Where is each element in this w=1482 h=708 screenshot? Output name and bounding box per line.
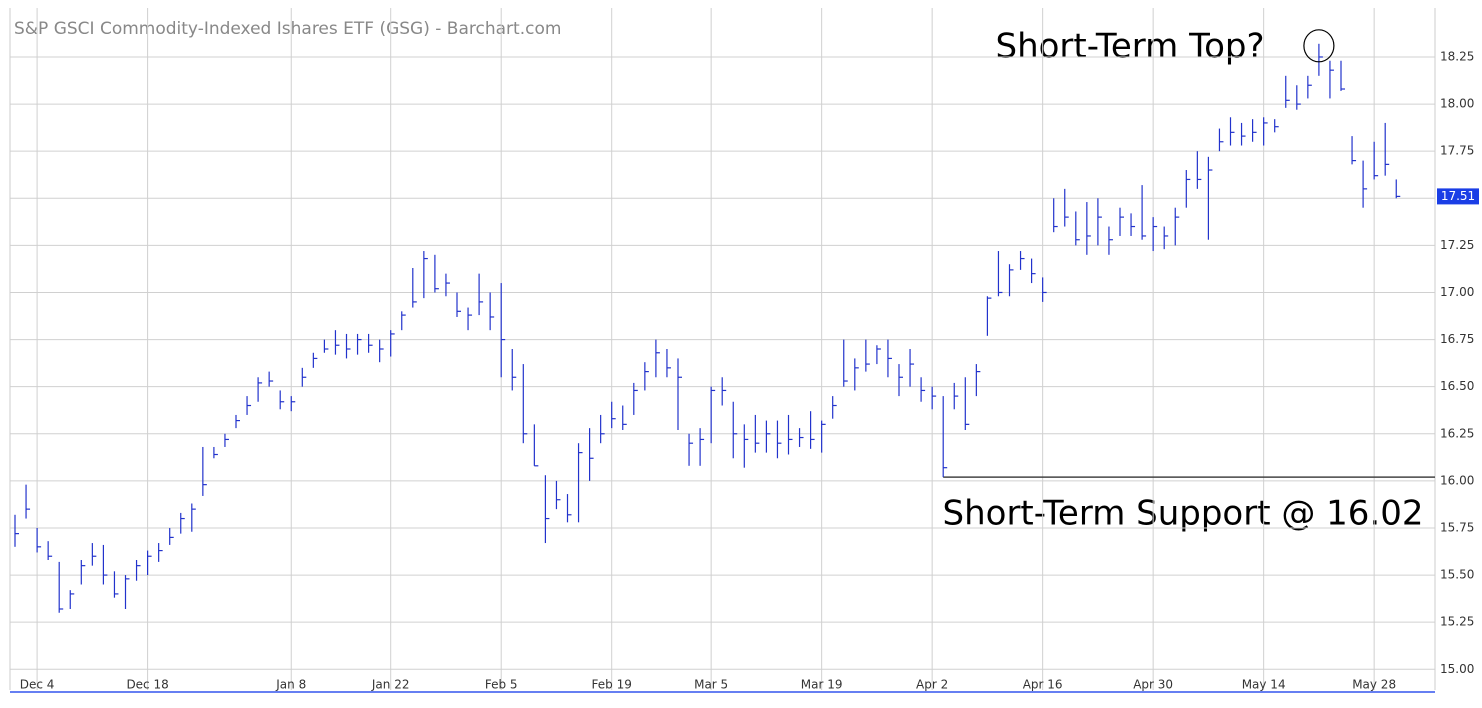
y-tick-label: 15.50 (1440, 568, 1474, 582)
x-tick-label: Dec 4 (20, 678, 55, 692)
y-tick-label: 16.75 (1440, 332, 1474, 346)
x-tick-label: Dec 18 (126, 678, 168, 692)
y-tick-label: 18.00 (1440, 97, 1474, 111)
x-tick-label: May 28 (1352, 678, 1396, 692)
y-tick-label: 17.75 (1440, 144, 1474, 158)
x-tick-label: May 14 (1242, 678, 1286, 692)
y-tick-label: 15.25 (1440, 615, 1474, 629)
y-tick-label: 17.25 (1440, 238, 1474, 252)
last-price-box (1437, 188, 1479, 205)
chart-title: S&P GSCI Commodity-Indexed Ishares ETF (… (14, 19, 561, 39)
top-marker (1303, 29, 1335, 63)
x-tick-label: Apr 2 (916, 678, 948, 692)
x-tick-label: Mar 19 (801, 678, 843, 692)
y-tick-label: 16.00 (1440, 473, 1474, 487)
x-tick-label: Jan 22 (371, 678, 410, 692)
y-tick-label: 16.50 (1440, 379, 1474, 393)
x-tick-label: Apr 30 (1133, 678, 1173, 692)
annotation: Short-Term Support @ 16.02 (943, 494, 1424, 534)
x-tick-label: Feb 5 (485, 678, 518, 692)
y-tick-label: 18.25 (1440, 49, 1474, 63)
y-tick-label: 15.00 (1440, 662, 1474, 676)
x-tick-label: Jan 8 (275, 678, 306, 692)
y-tick-label: 16.25 (1440, 426, 1474, 440)
x-tick-label: Apr 16 (1023, 678, 1063, 692)
x-tick-label: Feb 19 (592, 678, 632, 692)
x-tick-label: Mar 5 (694, 678, 728, 692)
last-price-label: 17.51 (1441, 189, 1475, 203)
y-tick-label: 15.75 (1440, 520, 1474, 534)
annotation: Short-Term Top? (995, 27, 1264, 67)
y-tick-label: 17.00 (1440, 285, 1474, 299)
